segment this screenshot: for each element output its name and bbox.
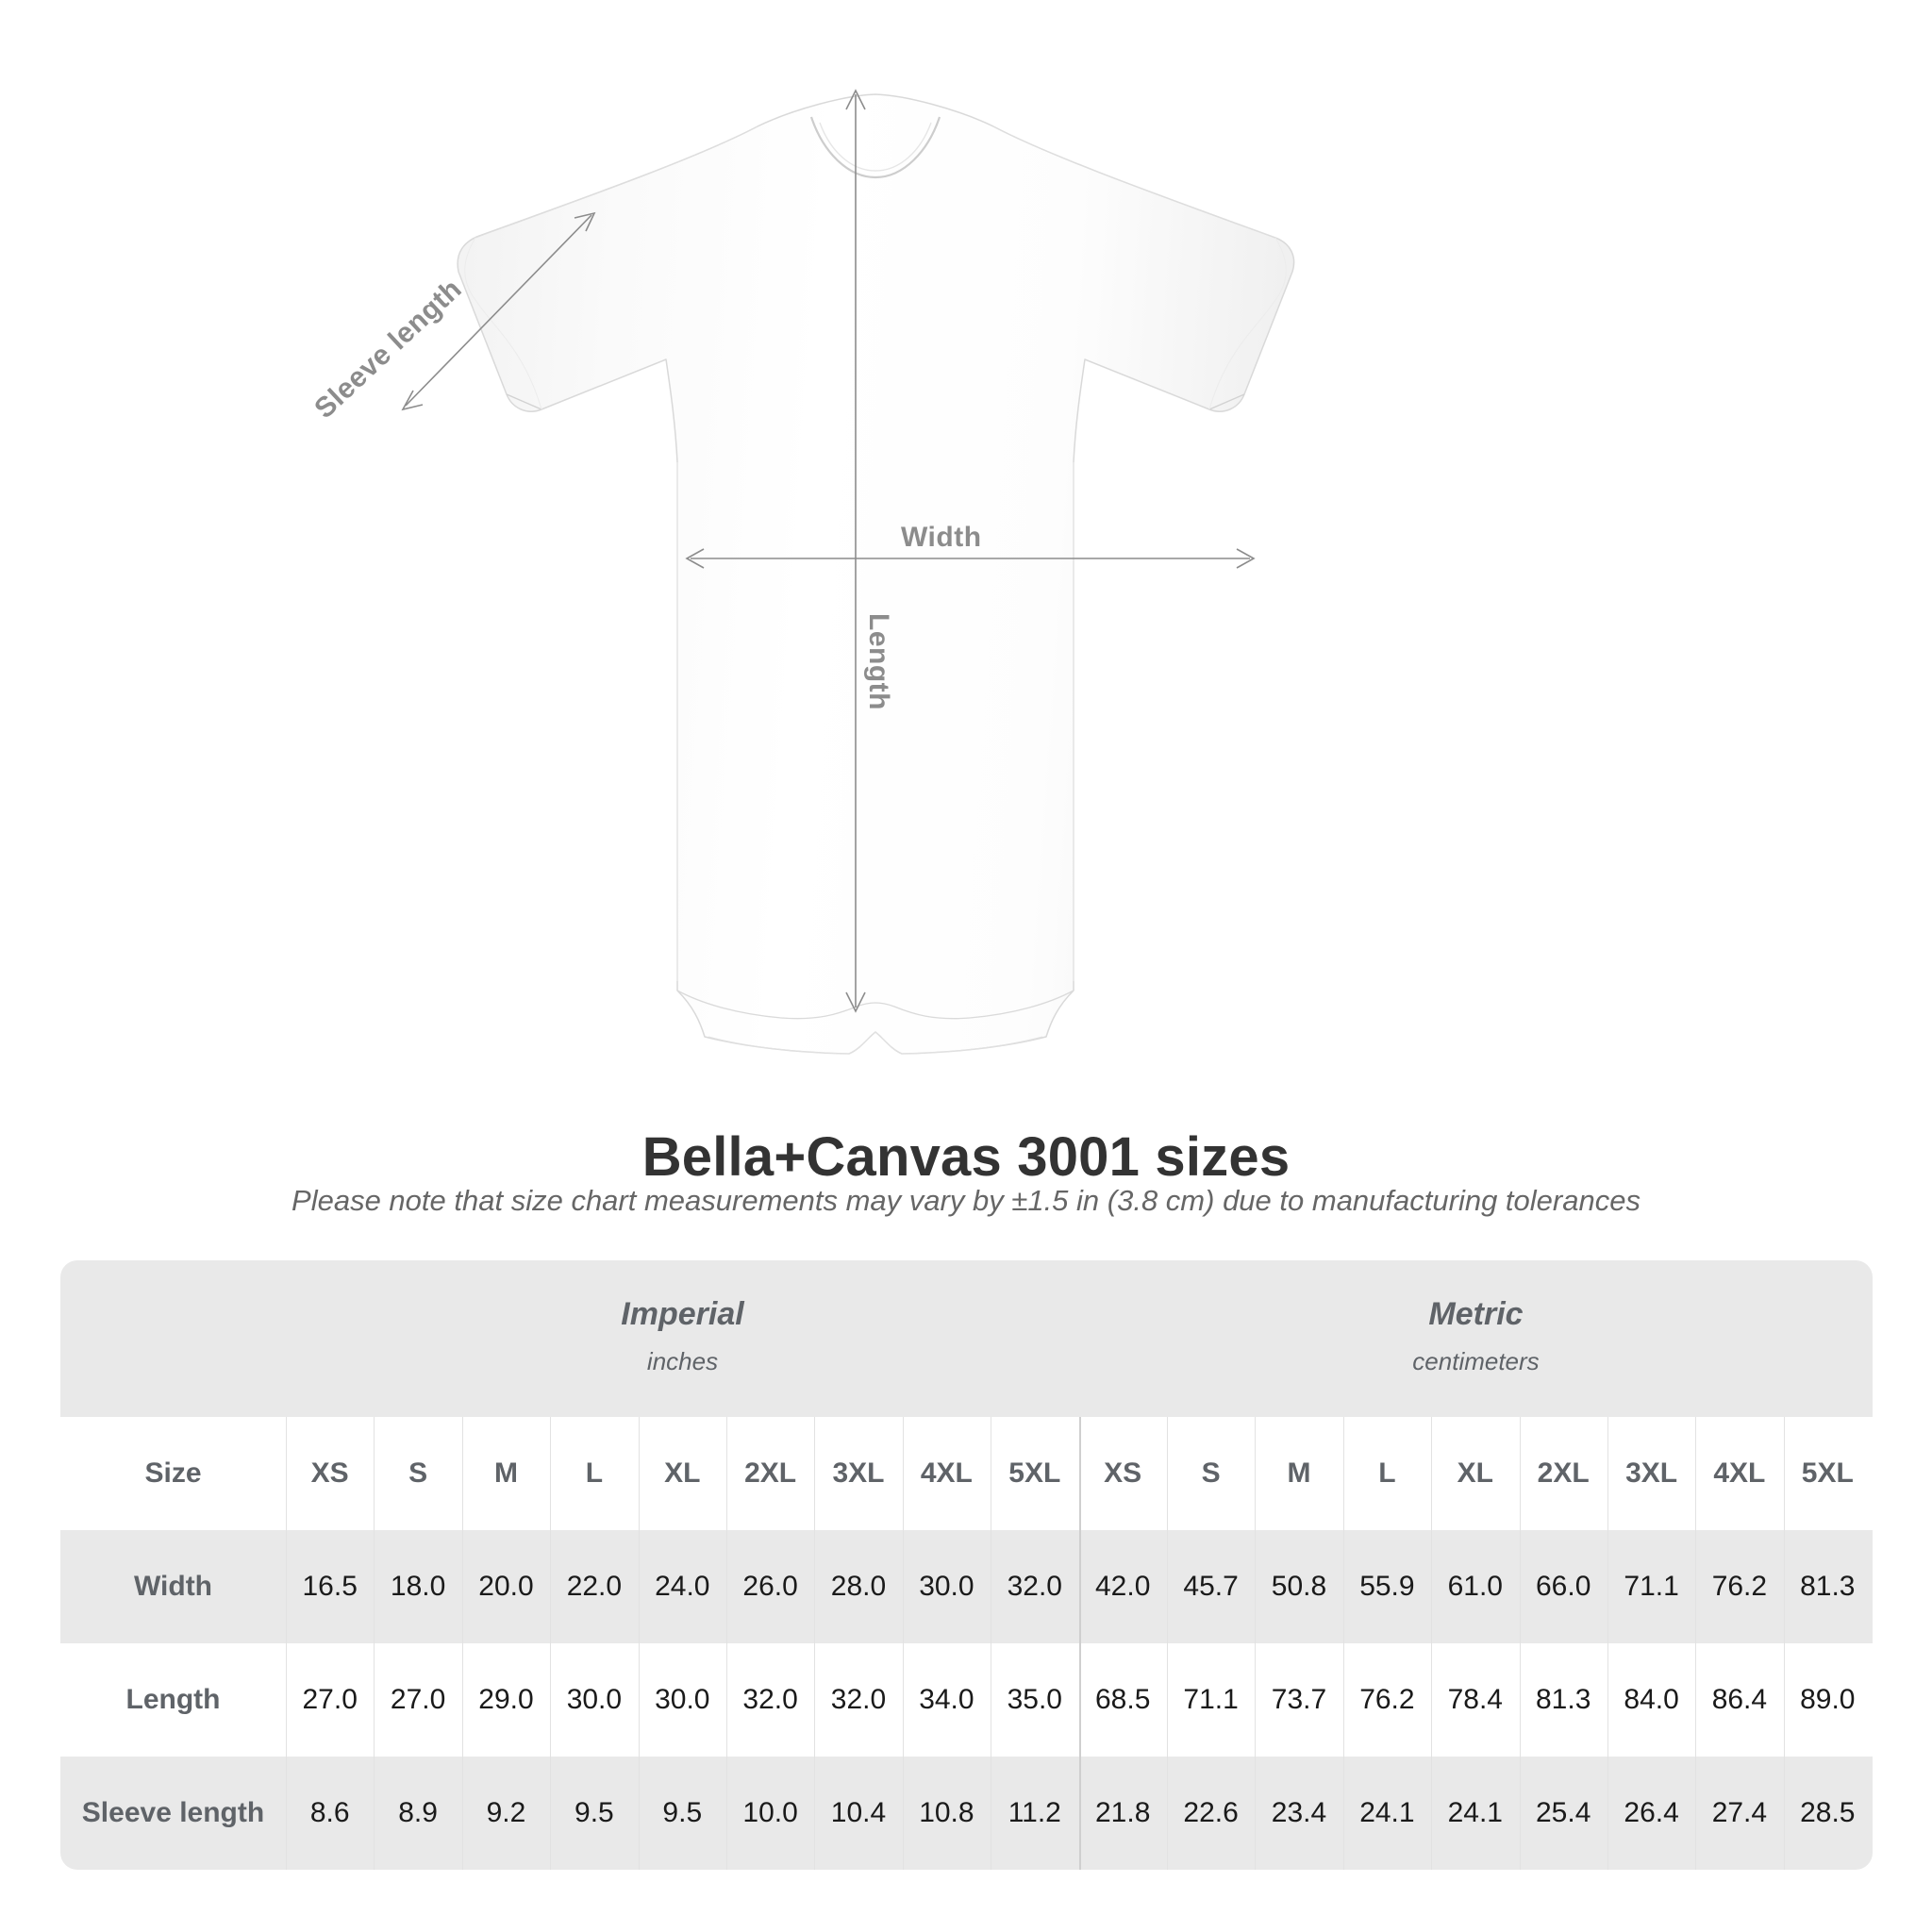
svg-text:Width: Width [901,522,982,553]
svg-text:Sleeve length: Sleeve length [308,274,468,425]
svg-text:Length: Length [863,613,894,710]
